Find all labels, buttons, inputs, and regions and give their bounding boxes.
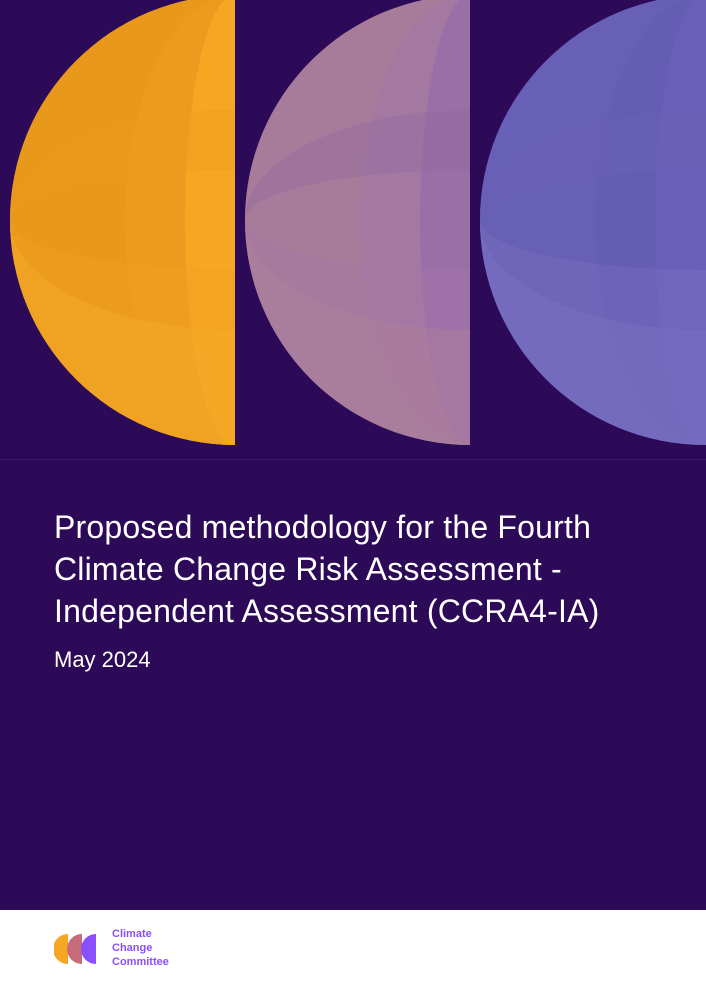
org-logo: Climate Change Committee <box>54 928 169 969</box>
hero-svg <box>0 0 706 460</box>
document-cover: Proposed methodology for the Fourth Clim… <box>0 0 706 988</box>
content-area: Proposed methodology for the Fourth Clim… <box>0 460 706 910</box>
hero-graphic <box>0 0 706 460</box>
document-date: May 2024 <box>54 647 652 673</box>
logo-text-line2: Change <box>112 942 169 956</box>
logo-mark-icon <box>54 934 102 964</box>
logo-text-line3: Committee <box>112 956 169 970</box>
logo-text: Climate Change Committee <box>112 928 169 969</box>
document-title: Proposed methodology for the Fourth Clim… <box>54 506 652 633</box>
footer: Climate Change Committee <box>0 910 706 988</box>
logo-text-line1: Climate <box>112 928 169 942</box>
